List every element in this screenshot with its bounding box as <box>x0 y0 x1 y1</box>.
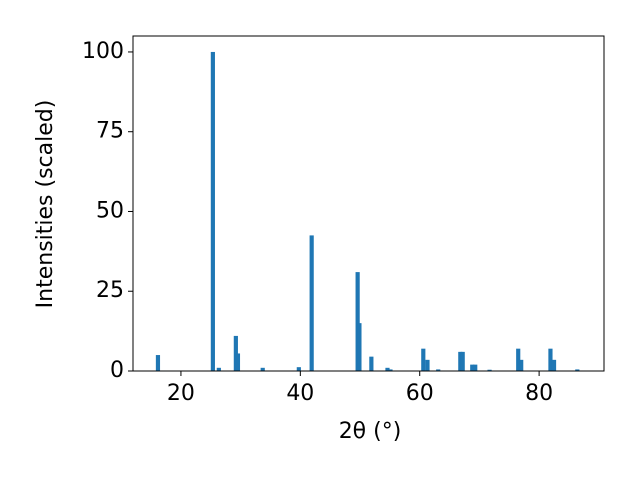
bar <box>260 367 265 371</box>
bar <box>210 51 215 371</box>
bar <box>460 351 465 371</box>
bar <box>235 353 241 371</box>
bar <box>309 235 314 371</box>
bar <box>357 323 362 371</box>
x-tick-label: 20 <box>167 381 195 406</box>
x-tick-label: 60 <box>406 381 434 406</box>
bar <box>575 369 580 371</box>
bar <box>470 364 475 371</box>
x-tick-label: 40 <box>286 381 314 406</box>
bar <box>473 364 478 371</box>
plot-frame <box>132 35 605 372</box>
y-tick-label: 50 <box>96 198 124 223</box>
y-tick-label: 0 <box>110 358 124 383</box>
bar <box>548 348 553 371</box>
bar <box>516 348 521 371</box>
y-tick-label: 25 <box>96 278 124 303</box>
bar <box>355 272 360 371</box>
x-tick-label: 80 <box>525 381 553 406</box>
y-axis-label: Intensities (scaled) <box>33 100 58 309</box>
bar <box>519 359 524 371</box>
bar <box>436 369 441 371</box>
bar <box>369 356 374 371</box>
bar <box>551 359 557 371</box>
bar <box>385 367 390 371</box>
y-tick-label: 100 <box>82 39 124 64</box>
bar <box>155 355 161 371</box>
bar <box>216 367 221 371</box>
bar <box>388 369 393 371</box>
bar <box>487 369 492 371</box>
bar <box>296 367 301 371</box>
bar <box>425 359 430 371</box>
x-axis-label: 2θ (°) <box>339 419 402 444</box>
bar <box>421 348 426 371</box>
bar <box>458 351 463 371</box>
y-tick-label: 75 <box>96 119 124 144</box>
